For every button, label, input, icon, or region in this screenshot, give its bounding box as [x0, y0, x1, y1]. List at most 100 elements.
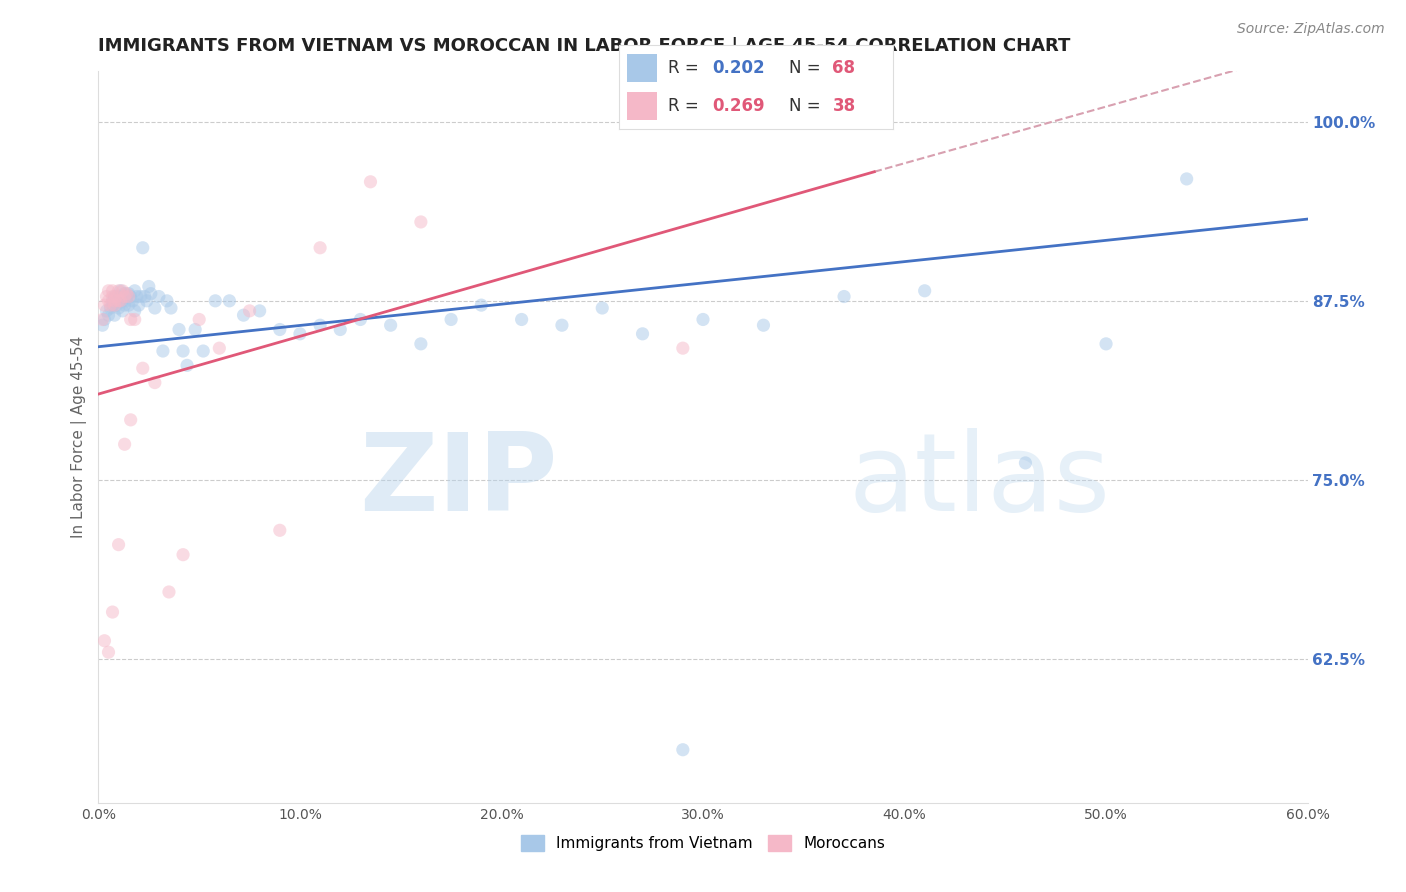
- Point: [105, 289, 128, 303]
- Point: [232, 308, 254, 322]
- Point: [110, 293, 132, 308]
- Point: [107, 289, 129, 303]
- Point: [148, 289, 170, 303]
- Point: [380, 318, 402, 333]
- Point: [309, 241, 332, 255]
- Point: [97, 284, 120, 298]
- Point: [97, 645, 120, 659]
- Point: [115, 293, 138, 308]
- Point: [152, 344, 174, 359]
- Point: [184, 322, 207, 336]
- Point: [143, 301, 166, 315]
- Point: [91, 312, 114, 326]
- Point: [105, 298, 128, 312]
- Point: [269, 524, 291, 538]
- Text: N =: N =: [789, 97, 825, 115]
- Point: [110, 293, 132, 308]
- Point: [120, 413, 142, 427]
- Point: [440, 312, 463, 326]
- Point: [551, 318, 574, 333]
- Point: [156, 293, 179, 308]
- Point: [111, 293, 134, 308]
- Point: [204, 293, 226, 308]
- Point: [124, 304, 146, 318]
- Point: [167, 322, 190, 336]
- Point: [118, 298, 141, 312]
- Legend: Immigrants from Vietnam, Moroccans: Immigrants from Vietnam, Moroccans: [515, 830, 891, 857]
- Point: [172, 344, 194, 359]
- Point: [107, 284, 129, 298]
- Point: [107, 301, 129, 315]
- Point: [124, 284, 146, 298]
- Point: [118, 286, 141, 301]
- Point: [914, 284, 936, 298]
- Point: [1014, 456, 1036, 470]
- Point: [103, 293, 125, 308]
- Point: [114, 437, 136, 451]
- Point: [1095, 336, 1118, 351]
- Text: 68: 68: [832, 59, 855, 77]
- Point: [124, 312, 146, 326]
- Point: [692, 312, 714, 326]
- Point: [349, 312, 371, 326]
- Point: [157, 585, 180, 599]
- Point: [360, 175, 382, 189]
- Text: 0.269: 0.269: [711, 97, 765, 115]
- Point: [188, 312, 211, 326]
- Point: [93, 312, 115, 326]
- Point: [176, 359, 198, 373]
- Point: [110, 284, 132, 298]
- Point: [269, 322, 291, 336]
- Text: N =: N =: [789, 59, 825, 77]
- Point: [143, 376, 166, 390]
- Text: R =: R =: [668, 59, 704, 77]
- Point: [128, 298, 150, 312]
- Point: [111, 284, 134, 298]
- Text: R =: R =: [668, 97, 704, 115]
- Point: [138, 279, 160, 293]
- Point: [101, 289, 124, 303]
- Point: [97, 293, 120, 308]
- Point: [103, 289, 125, 303]
- Point: [329, 322, 352, 336]
- Point: [111, 304, 134, 318]
- Point: [132, 241, 155, 255]
- Text: atlas: atlas: [848, 428, 1111, 534]
- Point: [101, 605, 124, 619]
- Point: [470, 298, 492, 312]
- Point: [160, 301, 183, 315]
- Point: [120, 312, 142, 326]
- Point: [107, 538, 129, 552]
- Point: [115, 286, 138, 301]
- Point: [103, 308, 125, 322]
- Text: 38: 38: [832, 97, 856, 115]
- Point: [1175, 172, 1198, 186]
- Point: [309, 318, 332, 333]
- Text: 0.202: 0.202: [711, 59, 765, 77]
- Point: [103, 298, 125, 312]
- Text: Source: ZipAtlas.com: Source: ZipAtlas.com: [1237, 22, 1385, 37]
- Point: [172, 548, 194, 562]
- Text: IMMIGRANTS FROM VIETNAM VS MOROCCAN IN LABOR FORCE | AGE 45-54 CORRELATION CHART: IMMIGRANTS FROM VIETNAM VS MOROCCAN IN L…: [98, 37, 1071, 54]
- Point: [591, 301, 613, 315]
- Point: [193, 344, 215, 359]
- Point: [832, 289, 855, 303]
- Point: [96, 289, 118, 303]
- Point: [114, 289, 136, 303]
- Point: [91, 318, 114, 333]
- Point: [100, 301, 122, 315]
- Y-axis label: In Labor Force | Age 45-54: In Labor Force | Age 45-54: [72, 336, 87, 538]
- Point: [239, 304, 262, 318]
- Point: [409, 215, 432, 229]
- Point: [100, 298, 122, 312]
- Point: [129, 289, 152, 303]
- Point: [101, 298, 124, 312]
- Point: [631, 326, 654, 341]
- Point: [139, 286, 162, 301]
- Point: [510, 312, 533, 326]
- Point: [96, 304, 118, 318]
- Bar: [627, 92, 657, 120]
- Point: [208, 341, 231, 355]
- Point: [752, 318, 775, 333]
- Point: [132, 361, 155, 376]
